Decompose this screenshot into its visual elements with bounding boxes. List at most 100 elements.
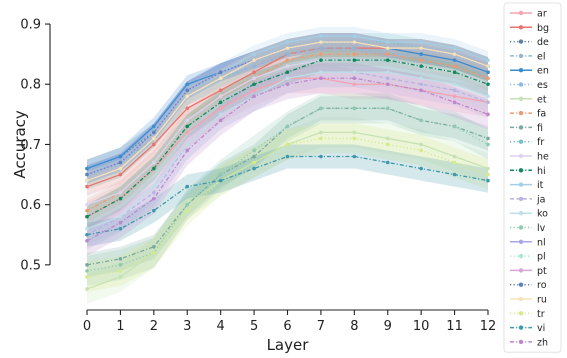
legend-label-el: el [537,51,545,62]
band-en [87,33,488,178]
point-en [185,82,190,87]
point-fi [118,257,123,261]
point-bg [118,172,123,177]
legend-frame [503,2,562,353]
point-lv [352,106,357,111]
x-tick-label: 2 [150,319,158,334]
point-ko [419,76,423,81]
point-ar [185,130,190,135]
confidence-bands [87,27,488,304]
legend-label-ja: ja [536,194,545,205]
point-it [385,40,390,44]
x-tick-label: 0 [83,319,91,334]
point-el [319,46,323,50]
point-zh [452,100,457,105]
legend-label-he: he [537,152,549,163]
point-ru [85,178,89,183]
legend-label-nl: nl [537,237,546,248]
point-fa [419,58,423,62]
legend-marker-hi [518,168,524,173]
point-ja [419,82,423,87]
point-en [419,52,423,56]
legend-marker-fr [518,139,524,144]
legend-item-ar: ar [510,9,547,20]
x-tick-label: 8 [350,319,358,334]
point-vi [452,172,457,177]
band-it [87,27,488,184]
point-it [352,34,357,38]
point-bg [152,142,156,147]
point-tr [419,148,423,153]
point-zh [285,82,290,87]
point-ja [385,76,390,81]
point-et [385,136,390,141]
x-tick-label: 1 [116,319,124,334]
point-ko [352,70,357,75]
legend-label-de: de [537,37,549,48]
point-fi [152,244,156,249]
point-vi [252,166,256,171]
point-ko [319,70,323,75]
point-zh [486,112,490,117]
point-fi [486,136,490,141]
legend-label-vi: vi [537,323,545,334]
legend-label-tr: tr [537,309,545,320]
point-ja [486,100,490,105]
point-ko [118,214,123,219]
legend-label-fi: fi [537,123,543,134]
point-it [252,52,256,56]
point-ko [486,94,490,99]
legend-marker-el [518,53,524,59]
point-ar [218,106,223,111]
point-lv [452,124,457,129]
point-en [452,58,457,62]
legend: ar bg de el en es et fa fi fr he hi it ja ko lv nl pl pt ro… [503,2,562,353]
y-tick-label: 0.8 [20,78,41,93]
legend-marker-zh [518,339,524,345]
point-en [85,166,89,171]
point-fa [319,52,323,56]
legend-item-vi: vi [510,323,545,334]
x-tick-label: 10 [413,319,430,334]
point-hi [385,58,390,62]
point-ru [419,46,423,50]
point-ru [319,40,323,44]
point-hi [252,82,256,87]
point-lv [486,142,490,147]
legend-label-ar: ar [537,9,547,20]
point-ru [285,46,290,50]
legend-item-de: de [510,37,549,48]
point-hi [185,124,190,129]
point-lv [218,172,223,177]
point-fi [85,263,89,267]
band-ro [87,33,488,184]
point-tr [152,251,156,255]
point-vi [218,178,223,183]
point-ru [152,136,156,141]
x-axis: 0 1 2 3 4 5 6 7 8 9 10 11 12 [83,309,496,334]
point-tr [185,208,190,213]
legend-marker-ro [518,282,524,287]
point-tr [319,136,323,141]
point-zh [252,94,256,99]
point-lv [385,106,390,111]
point-ru [385,46,390,50]
x-tick-label: 4 [217,319,225,334]
band-lv [87,93,488,286]
point-vi [152,208,156,213]
legend-marker-he [518,153,524,159]
point-hi [118,196,123,201]
legend-label-zh: zh [537,337,548,348]
point-ko [452,82,457,87]
point-ko [218,112,223,117]
point-ro [85,172,89,177]
x-tick-label: 6 [283,319,291,334]
legend-item-fa: fa [510,109,546,120]
legend-item-en: en [510,66,549,77]
point-et [419,142,423,147]
point-vi [352,154,357,159]
point-tr [352,136,357,141]
x-tick-label: 7 [317,319,325,334]
point-hi [152,166,156,171]
legend-marker-es [518,82,524,87]
